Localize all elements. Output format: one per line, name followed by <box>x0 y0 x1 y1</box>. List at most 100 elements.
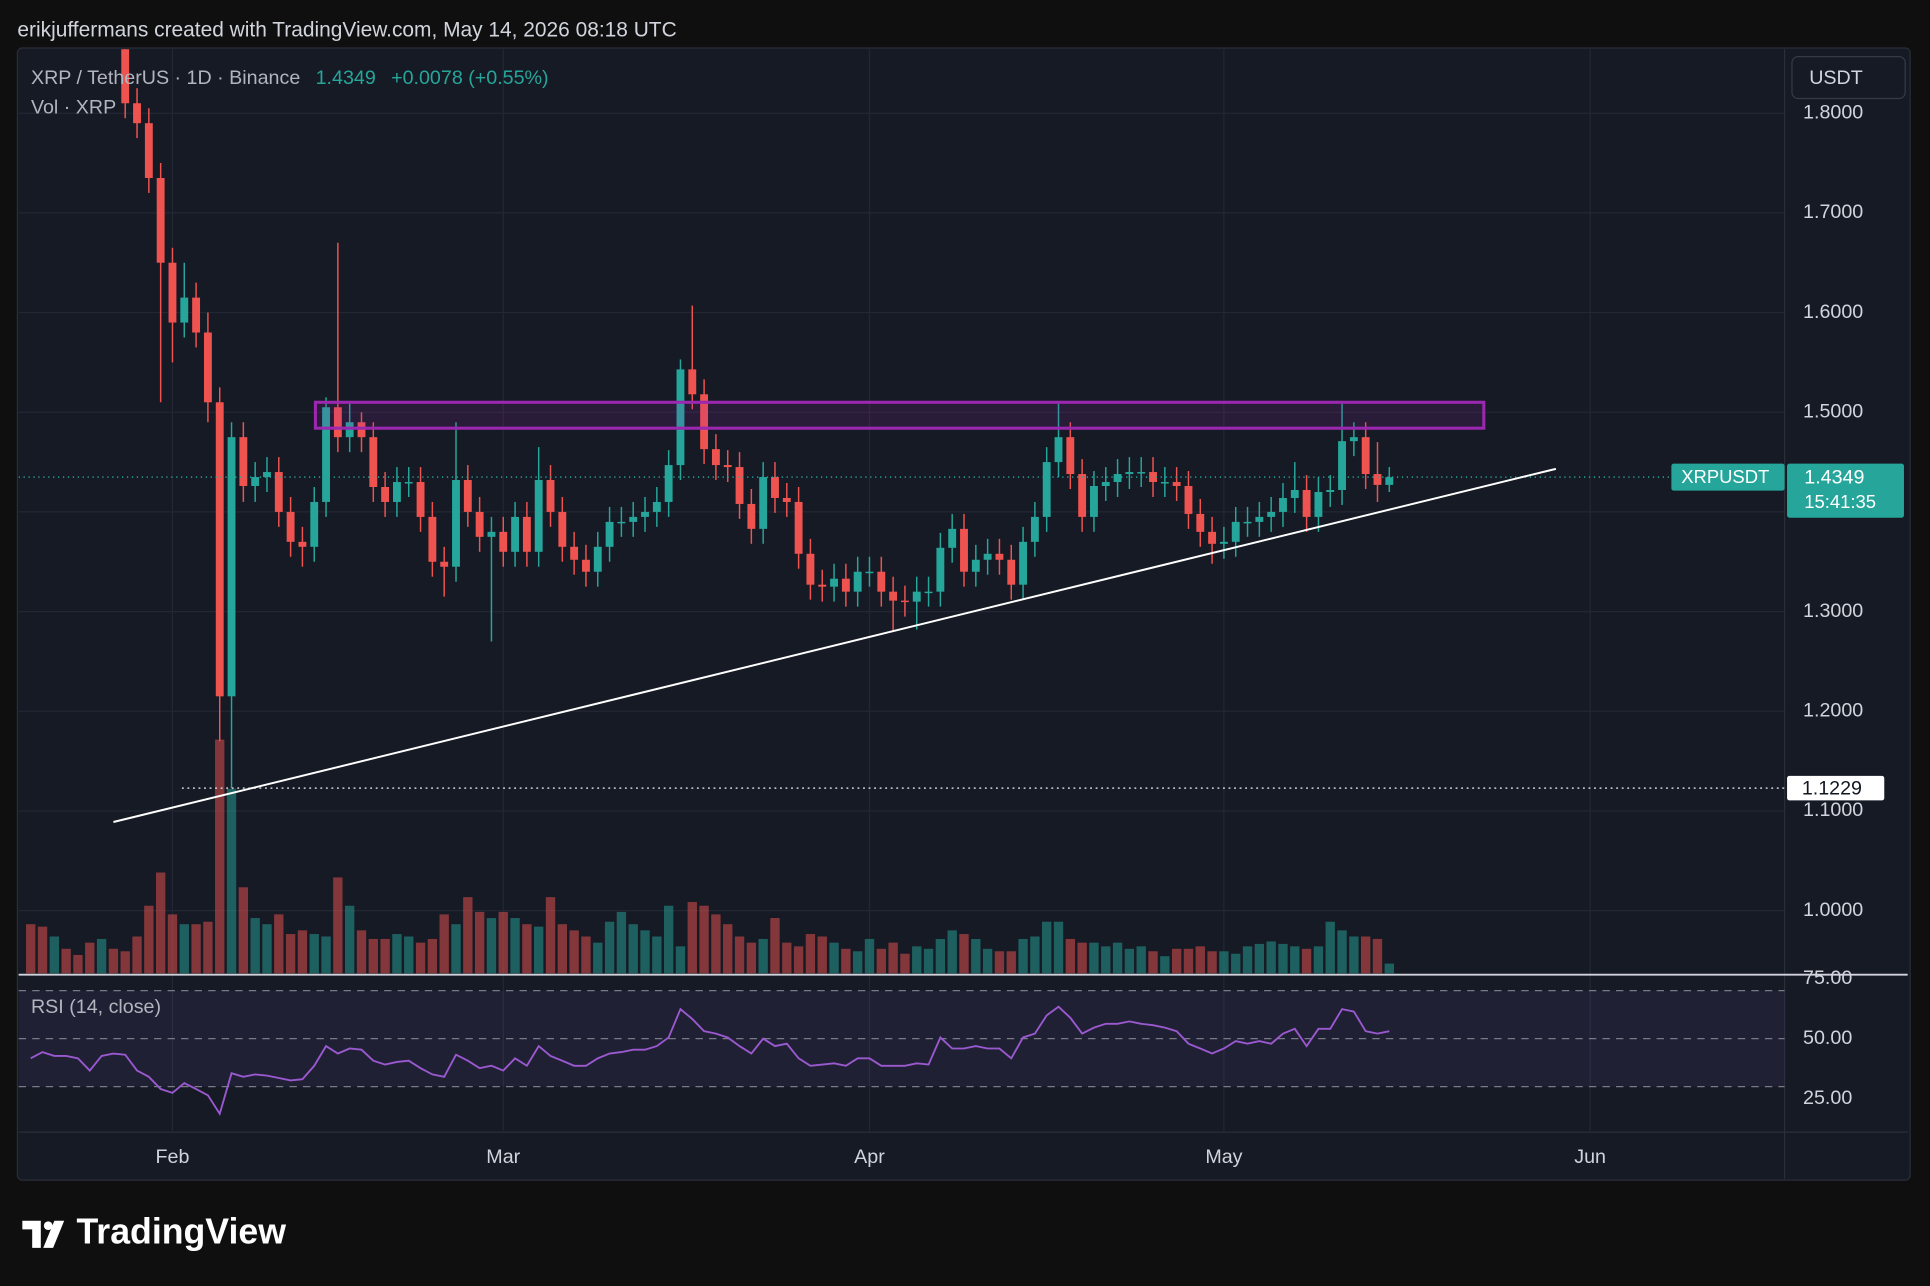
candle-body <box>1385 477 1394 485</box>
candle-body <box>1196 513 1205 532</box>
candle-body <box>239 437 248 487</box>
volume-bar <box>734 936 745 974</box>
candle-body <box>971 559 980 572</box>
currency[interactable]: USDT <box>1809 67 1863 89</box>
volume-bar <box>557 924 568 974</box>
logo-mark <box>43 1221 53 1231</box>
candle-body <box>688 369 697 395</box>
candle-body <box>227 437 236 697</box>
candle-body <box>1267 511 1276 517</box>
y-tick-label: 1.8000 <box>1803 101 1863 123</box>
candle-body <box>593 546 602 572</box>
volume-bar <box>238 887 249 974</box>
volume-bar <box>1101 946 1111 974</box>
volume-bar <box>368 938 378 974</box>
candle-body <box>440 561 449 567</box>
volume-bar <box>285 934 296 974</box>
candle-body <box>180 297 189 323</box>
axes: Feb Mar Apr May Jun 1.8000 1.7000 1.6000 1.5000 1… <box>156 101 1904 1168</box>
volume-bar <box>1030 936 1040 974</box>
volume-bar <box>1136 946 1146 974</box>
volume-bar <box>770 918 780 974</box>
candle-body <box>1255 516 1264 522</box>
symbol-legend: XRP / TetherUS · 1D · Binance 1.4349 +0.… <box>31 67 549 89</box>
candle-body <box>1219 541 1228 544</box>
volume-bar <box>179 924 189 974</box>
candle-body <box>1243 521 1252 524</box>
candle-body <box>1078 474 1087 517</box>
volume-bar <box>746 942 757 974</box>
candle-body <box>558 511 567 547</box>
volume-bar <box>569 930 579 974</box>
volume-bar <box>1360 936 1371 974</box>
x-tick-label: Jun <box>1574 1146 1606 1168</box>
y-tick-label: 1.5000 <box>1803 400 1863 422</box>
low-tag-value: 1.1229 <box>1802 778 1862 800</box>
candle-body <box>960 528 968 572</box>
volume-bar <box>1301 948 1312 974</box>
y-tick-label: 1.6000 <box>1803 301 1863 323</box>
candle-body <box>215 402 224 697</box>
volume-bar <box>451 924 461 974</box>
x-tick-label: Mar <box>486 1146 520 1168</box>
candle-body <box>1326 489 1335 492</box>
volume-bar <box>37 926 48 974</box>
candle-body <box>818 584 827 587</box>
volume-bar <box>947 930 957 974</box>
candle-body <box>1160 482 1169 484</box>
volume-bar <box>1349 936 1359 974</box>
candle-body <box>144 123 153 179</box>
volume-bar <box>1018 938 1028 974</box>
volume-bar <box>297 930 308 974</box>
volume-bar <box>333 877 343 974</box>
volume-bar <box>73 954 83 974</box>
header: erikjuffermans created with TradingView.… <box>17 18 676 41</box>
candle-body <box>1054 437 1063 463</box>
volume-bar <box>474 911 485 974</box>
symbol-tag <box>1671 463 1785 491</box>
volume-bar <box>427 938 438 974</box>
volume-bar <box>1124 948 1135 974</box>
volume-bar <box>404 936 414 974</box>
candle-body <box>546 480 555 512</box>
volume-bar <box>1278 943 1288 974</box>
candle-body <box>1149 472 1157 483</box>
volume-bar <box>1183 948 1194 974</box>
logo-mark <box>43 1220 65 1248</box>
candle-body <box>487 531 496 537</box>
candle-body <box>310 501 319 547</box>
volume-bar <box>309 934 319 974</box>
volume-bar <box>1242 946 1253 974</box>
volume-bar <box>274 914 284 974</box>
candle-body <box>511 516 520 552</box>
candle-body <box>1137 472 1146 474</box>
candle-body <box>652 501 661 512</box>
candle-body <box>641 511 649 517</box>
currency-box[interactable] <box>1791 55 1906 100</box>
candle-body <box>203 332 212 403</box>
volume-bar <box>1313 946 1324 974</box>
volume-bar <box>841 948 851 974</box>
volume-bar <box>1171 948 1182 974</box>
volume-bar <box>415 942 426 974</box>
rsi-legend: RSI (14, close) <box>31 996 161 1018</box>
volume-bar <box>593 942 603 974</box>
volume-bar <box>616 911 627 974</box>
candle-body <box>1125 472 1134 475</box>
volume-bar <box>1325 921 1335 974</box>
drawings <box>18 400 1785 823</box>
candle-body <box>1019 541 1028 585</box>
y-tick-label: 1.0000 <box>1803 899 1863 921</box>
volume-bar <box>581 936 591 974</box>
candle-body <box>1349 437 1358 442</box>
volume-bar <box>805 934 816 974</box>
logo: TradingView <box>22 1212 286 1252</box>
volume-bar <box>711 914 721 974</box>
candle-body <box>1279 497 1287 512</box>
candle-body <box>617 521 626 524</box>
volume-bar <box>463 897 473 974</box>
candle-body <box>948 528 957 548</box>
x-tick-label: May <box>1205 1146 1242 1168</box>
